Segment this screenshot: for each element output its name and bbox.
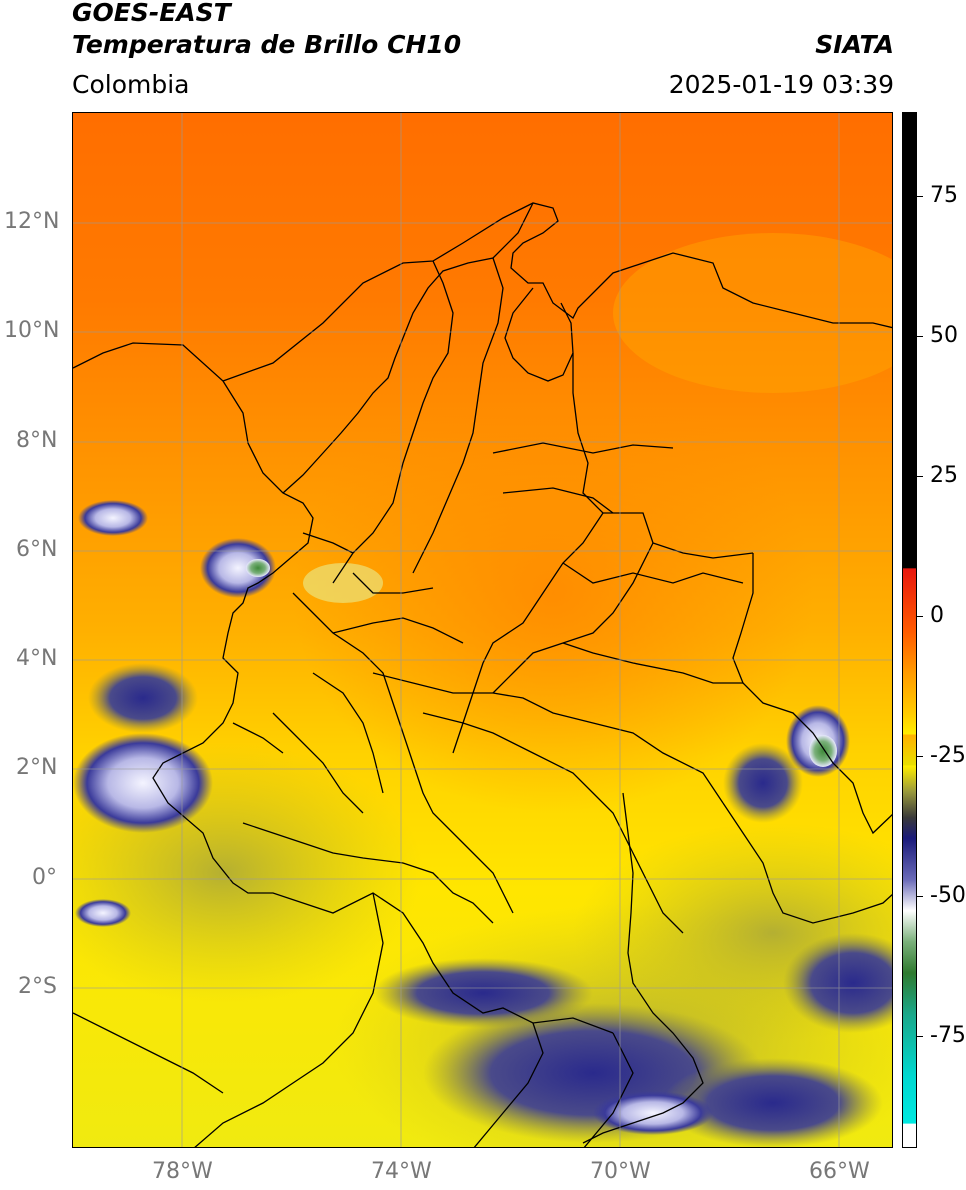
colorbar-tick <box>917 756 923 757</box>
lat-label-12n: 12°N <box>4 209 60 234</box>
colorbar-tick <box>917 1036 923 1037</box>
pacific-cloud-small <box>78 500 148 536</box>
lon-label-66w: 66°W <box>809 1159 870 1184</box>
title-block: GOES-EAST Temperatura de Brillo CH10 Col… <box>72 0 894 104</box>
colorbar-label: 75 <box>930 183 958 208</box>
colorbar-tick <box>917 336 923 337</box>
colorbar-tick <box>917 476 923 477</box>
choco-cloud-core <box>246 559 270 577</box>
lat-label-2n: 2°N <box>16 755 58 780</box>
colorbar-tick <box>917 196 923 197</box>
caribbean-haze <box>613 233 892 393</box>
satellite-title: GOES-EAST <box>72 0 231 27</box>
pacific-cloud-large <box>73 733 213 833</box>
lat-label-4n: 4°N <box>16 646 58 671</box>
colorbar-label: 0 <box>930 603 944 628</box>
lat-label-0: 0° <box>32 865 57 890</box>
lat-label-8n: 8°N <box>16 428 58 453</box>
product-title: Temperatura de Brillo CH10 <box>72 30 462 59</box>
colorbar-label: -75 <box>930 1023 966 1048</box>
datetime-label: 2025-01-19 03:39 <box>668 70 894 99</box>
lon-label-78w: 78°W <box>152 1159 213 1184</box>
lon-label-70w: 70°W <box>590 1159 651 1184</box>
map-panel <box>72 112 893 1148</box>
colorbar-label: 50 <box>930 323 958 348</box>
colorbar-label: 25 <box>930 463 958 488</box>
white-cloud-south <box>593 1091 713 1135</box>
pacific-cloud-equator <box>75 899 131 927</box>
andes-haze <box>303 563 383 603</box>
colorbar-tick <box>917 896 923 897</box>
colorbar <box>902 112 917 1148</box>
colorbar-tick <box>917 616 923 617</box>
region-label: Colombia <box>72 70 190 99</box>
venezuela-cloud-south <box>723 743 803 823</box>
lat-label-6n: 6°N <box>16 537 58 562</box>
navy-cloud-amazon <box>373 958 593 1028</box>
coastlines-and-borders <box>73 202 892 1147</box>
map-canvas <box>73 113 892 1147</box>
pacific-cloud-north <box>88 663 198 733</box>
agency-label: SIATA <box>815 30 894 59</box>
navy-cloud-east <box>783 933 892 1033</box>
colorbar-fill <box>903 113 916 1147</box>
colorbar-label: -50 <box>930 883 966 908</box>
colorbar-gradient <box>903 113 916 1147</box>
lat-label-10n: 10°N <box>4 318 60 343</box>
graticule <box>73 113 892 1147</box>
lon-label-74w: 74°W <box>371 1159 432 1184</box>
navy-cloud-southeast <box>663 1058 883 1147</box>
warm-region <box>293 373 813 813</box>
lat-label-2s: 2°S <box>18 974 57 999</box>
colorbar-label: -25 <box>930 743 966 768</box>
